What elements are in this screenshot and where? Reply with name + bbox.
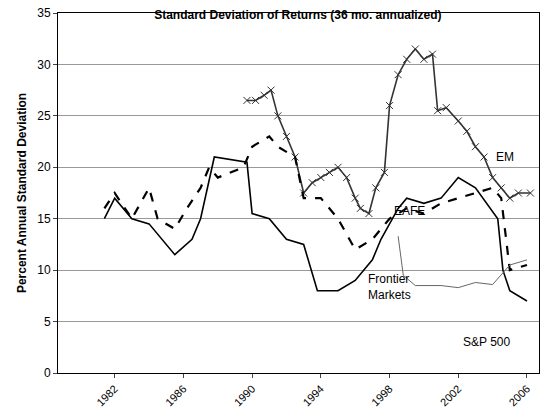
svg-text:1986: 1986: [163, 383, 189, 409]
svg-text:15: 15: [37, 212, 51, 226]
svg-text:Standard Deviation of Returns: Standard Deviation of Returns (36 mo. an…: [154, 8, 441, 22]
svg-text:25: 25: [37, 109, 51, 123]
svg-text:30: 30: [37, 58, 51, 72]
svg-text:20: 20: [37, 160, 51, 174]
svg-text:Percent Annual Standard Deviat: Percent Annual Standard Deviation: [15, 93, 29, 293]
svg-text:1982: 1982: [94, 383, 120, 409]
svg-text:1994: 1994: [300, 383, 326, 409]
svg-text:0: 0: [44, 366, 51, 380]
svg-text:EAFE: EAFE: [394, 204, 425, 218]
svg-text:5: 5: [44, 315, 51, 329]
svg-text:S&P 500: S&P 500: [463, 335, 510, 349]
svg-text:1990: 1990: [232, 383, 258, 409]
svg-text:FrontierMarkets: FrontierMarkets: [368, 272, 411, 302]
svg-text:2002: 2002: [438, 383, 464, 409]
svg-text:35: 35: [37, 6, 51, 20]
svg-text:2006: 2006: [506, 383, 532, 409]
svg-text:EM: EM: [496, 150, 514, 164]
svg-text:10: 10: [37, 263, 51, 277]
svg-text:1998: 1998: [369, 383, 395, 409]
